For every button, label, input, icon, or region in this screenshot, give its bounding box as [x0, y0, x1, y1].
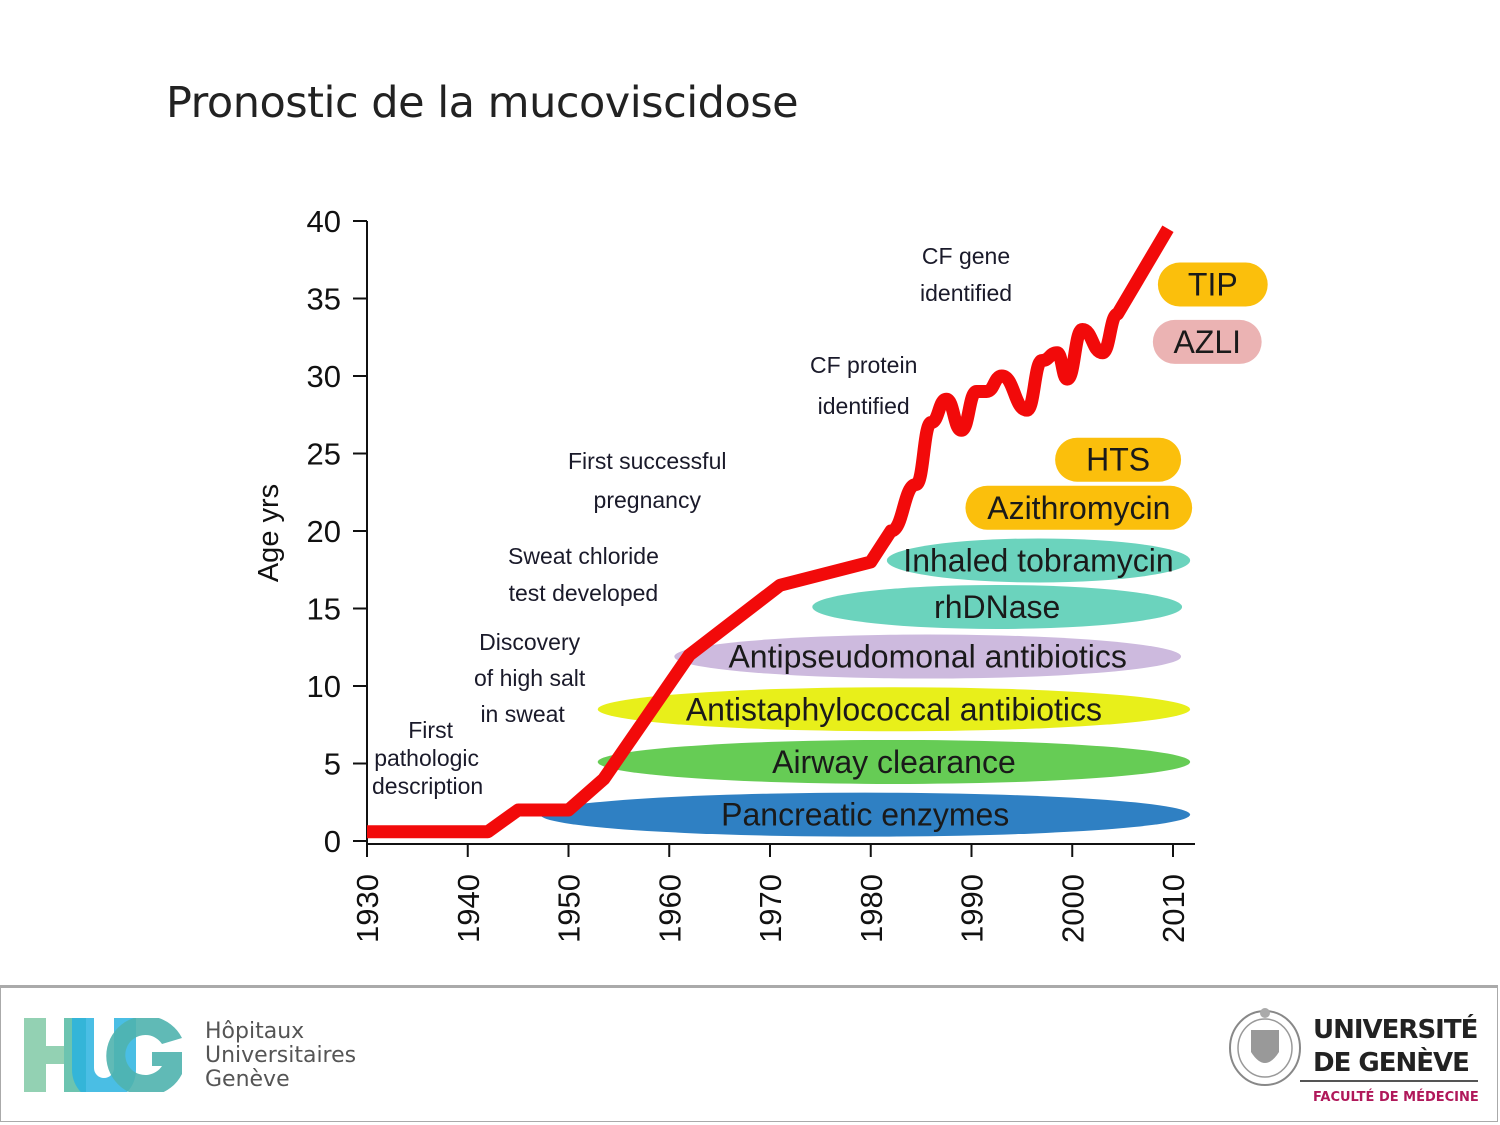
x-tick-label: 1970 — [753, 874, 788, 943]
x-tick-label: 1940 — [451, 874, 486, 943]
annotation-first-pathologic: First pathologic description — [372, 716, 483, 800]
hug-line: Universitaires — [205, 1043, 357, 1068]
therapy-label: Antistaphylococcal antibiotics — [686, 691, 1102, 727]
x-tick-label: 1960 — [652, 874, 687, 943]
annotation-cf-gene: CF gene identified — [920, 238, 1012, 312]
unige-name: UNIVERSITÉ DE GENÈVE — [1313, 1014, 1478, 1080]
y-axis-label: Age yrs — [253, 484, 285, 582]
annotation-line: CF protein — [810, 352, 918, 378]
annotation-line: test developed — [508, 580, 659, 606]
x-tick-label: 2010 — [1156, 874, 1191, 943]
therapy-pill — [886, 538, 1191, 583]
therapy-label: Azithromycin — [987, 490, 1170, 526]
annotation-line: pregnancy — [593, 487, 701, 513]
faculty-name: FACULTÉ DE MÉDECINE — [1313, 1090, 1479, 1105]
footer — [0, 985, 1498, 1122]
therapy-label: TIP — [1188, 267, 1238, 303]
y-tick-label: 40 — [307, 204, 341, 239]
y-tick-label: 10 — [307, 669, 341, 704]
y-tick-label: 5 — [324, 747, 341, 782]
therapy-label: Airway clearance — [772, 744, 1016, 780]
annotation-line: First — [408, 717, 453, 743]
unige-line: DE GENÈVE — [1313, 1048, 1470, 1078]
annotation-line: First successful — [568, 448, 727, 474]
annotation-line: identified — [920, 280, 1013, 306]
annotation-line: of high salt — [474, 665, 586, 691]
therapy-pill — [1157, 262, 1268, 307]
annotation-sweat-chloride: Sweat chloride test developed — [508, 538, 659, 612]
y-tick-label: 20 — [307, 514, 341, 549]
therapy-pill — [965, 485, 1193, 530]
annotation-line: Sweat chloride — [508, 543, 659, 569]
x-tick-label: 1980 — [854, 874, 889, 943]
annotation-line: in sweat — [480, 701, 565, 727]
hug-logo-icon — [24, 1018, 182, 1092]
therapy-label: HTS — [1086, 442, 1150, 478]
therapy-pill — [1152, 319, 1262, 364]
annotation-line: identified — [817, 393, 910, 419]
therapy-label: Pancreatic enzymes — [721, 797, 1009, 833]
annotation-high-salt: Discovery of high salt in sweat — [474, 624, 585, 732]
annotation-line: description — [372, 773, 484, 799]
unige-seal-icon — [1229, 1008, 1301, 1086]
therapy-pill — [674, 634, 1182, 679]
therapy-pill — [1055, 437, 1182, 482]
annotation-line: CF gene — [921, 243, 1011, 269]
y-tick-label: 35 — [307, 282, 341, 317]
hug-name: Hôpitaux Universitaires Genève — [205, 1020, 356, 1092]
therapy-pill — [597, 739, 1191, 784]
x-tick-label: 1950 — [552, 874, 587, 943]
x-tick-label: 1990 — [955, 874, 990, 943]
slide-title: Pronostic de la mucoviscidose — [166, 78, 799, 128]
y-tick-label: 15 — [307, 592, 341, 627]
annotation-cf-protein: CF protein identified — [810, 345, 917, 427]
annotation-first-pregnancy: First successful pregnancy — [568, 442, 726, 520]
therapy-label: rhDNase — [934, 589, 1060, 625]
hug-line: Genève — [205, 1067, 290, 1092]
therapy-pill — [812, 584, 1183, 629]
therapy-label: Antipseudomonal antibiotics — [728, 639, 1126, 675]
therapy-label: AZLI — [1173, 324, 1241, 360]
unige-divider — [1300, 1080, 1478, 1082]
hug-line: Hôpitaux — [205, 1019, 305, 1044]
y-tick-label: 25 — [307, 437, 341, 472]
chart: Pancreatic enzymes Airway clearance Antist… — [253, 204, 1268, 943]
therapy-pill — [540, 792, 1191, 837]
annotation-line: Discovery — [479, 629, 581, 655]
y-tick-label: 0 — [324, 824, 341, 859]
therapy-label: Inhaled tobramycin — [903, 542, 1173, 578]
x-tick-label: 1930 — [350, 874, 385, 943]
y-tick-label: 30 — [307, 359, 341, 394]
therapy-pill — [597, 687, 1191, 732]
unige-line: UNIVERSITÉ — [1313, 1015, 1478, 1045]
annotation-line: pathologic — [374, 745, 480, 771]
x-tick-label: 2000 — [1055, 874, 1090, 943]
survival-line — [367, 225, 1174, 839]
